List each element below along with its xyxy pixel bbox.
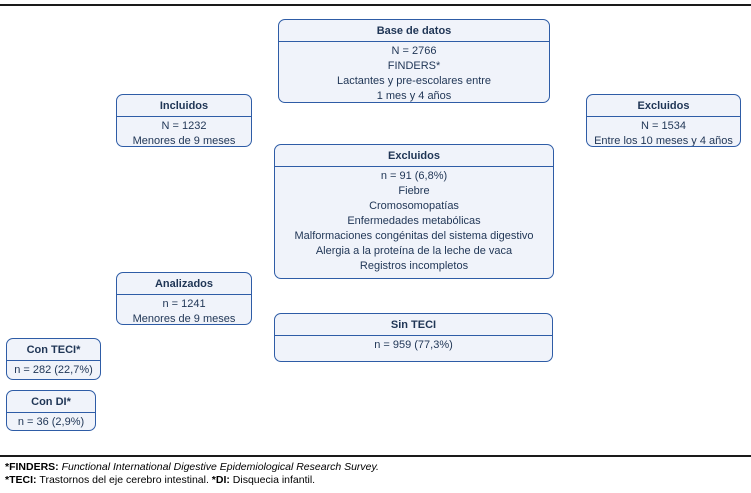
box-body: N = 1232 Menores de 9 meses [117,117,251,147]
box-line: n = 959 (77,3%) [374,339,453,351]
box-body: n = 959 (77,3%) [275,336,552,361]
box-line: n = 1241 [162,298,206,310]
box-title: Con DI* [7,391,95,413]
box-body: N = 2766 FINDERS* Lactantes y pre-escola… [279,42,549,102]
box-line: Menores de 9 meses [132,313,236,325]
box-body: n = 91 (6,8%) Fiebre Cromosomopatías Enf… [275,167,553,278]
box-line: n = 282 (22,7%) [14,364,93,376]
box-line: N = 1534 [641,120,686,132]
box-title: Incluidos [117,95,251,117]
footnote-teci-di: *TECI: Trastornos del eje cerebro intest… [5,474,745,487]
footnote-text: Functional International Digestive Epide… [61,461,379,473]
flow-box-excluidos-centro: Excluidos n = 91 (6,8%) Fiebre Cromosomo… [274,144,554,279]
box-line: n = 91 (6,8%) [380,170,448,182]
top-rule [0,4,751,6]
box-line: N = 2766 [391,45,437,57]
box-body: n = 36 (2,9%) [7,413,95,430]
footnote-label: *FINDERS: [5,461,62,473]
box-line: Fiebre [398,185,430,197]
footnote-text: Disquecia infantil. [232,474,316,486]
flow-box-con-teci: Con TECI* n = 282 (22,7%) [6,338,101,380]
flow-box-base-de-datos: Base de datos N = 2766 FINDERS* Lactante… [278,19,550,103]
box-title: Analizados [117,273,251,295]
flow-box-sin-teci: Sin TECI n = 959 (77,3%) [274,313,553,362]
flow-box-incluidos: Incluidos N = 1232 Menores de 9 meses [116,94,252,147]
footnote-label: *TECI: [5,474,40,486]
box-line: Enfermedades metabólicas [347,215,481,227]
box-line: Cromosomopatías [369,200,459,212]
box-line: 1 mes y 4 años [376,90,452,102]
box-line: Menores de 9 meses [132,135,236,147]
flow-box-con-di: Con DI* n = 36 (2,9%) [6,390,96,431]
box-line: Entre los 10 meses y 4 años [594,135,733,147]
footnote-text: Trastornos del eje cerebro intestinal. [39,474,212,486]
box-body: N = 1534 Entre los 10 meses y 4 años [587,117,740,147]
box-line: Registros incompletos [359,260,469,272]
box-line: n = 36 (2,9%) [17,416,85,428]
box-title: Excluidos [275,145,553,167]
box-line: Lactantes y pre-escolares entre [336,75,492,87]
box-title: Sin TECI [275,314,552,336]
box-title: Con TECI* [7,339,100,361]
box-line: FINDERS* [387,60,441,72]
box-line: Alergia a la proteína de la leche de vac… [315,245,513,257]
footnote-label: *DI: [211,474,233,486]
box-line: Malformaciones congénitas del sistema di… [294,230,534,242]
box-title: Excluidos [587,95,740,117]
flow-box-analizados: Analizados n = 1241 Menores de 9 meses [116,272,252,325]
footnotes: *FINDERS: Functional International Diges… [5,461,745,487]
box-title: Base de datos [279,20,549,42]
footnote-finders: *FINDERS: Functional International Diges… [5,461,745,474]
box-body: n = 282 (22,7%) [7,361,100,379]
box-line: N = 1232 [161,120,207,132]
box-body: n = 1241 Menores de 9 meses [117,295,251,325]
flow-box-excluidos-derecha: Excluidos N = 1534 Entre los 10 meses y … [586,94,741,147]
footnote-divider [0,455,751,457]
